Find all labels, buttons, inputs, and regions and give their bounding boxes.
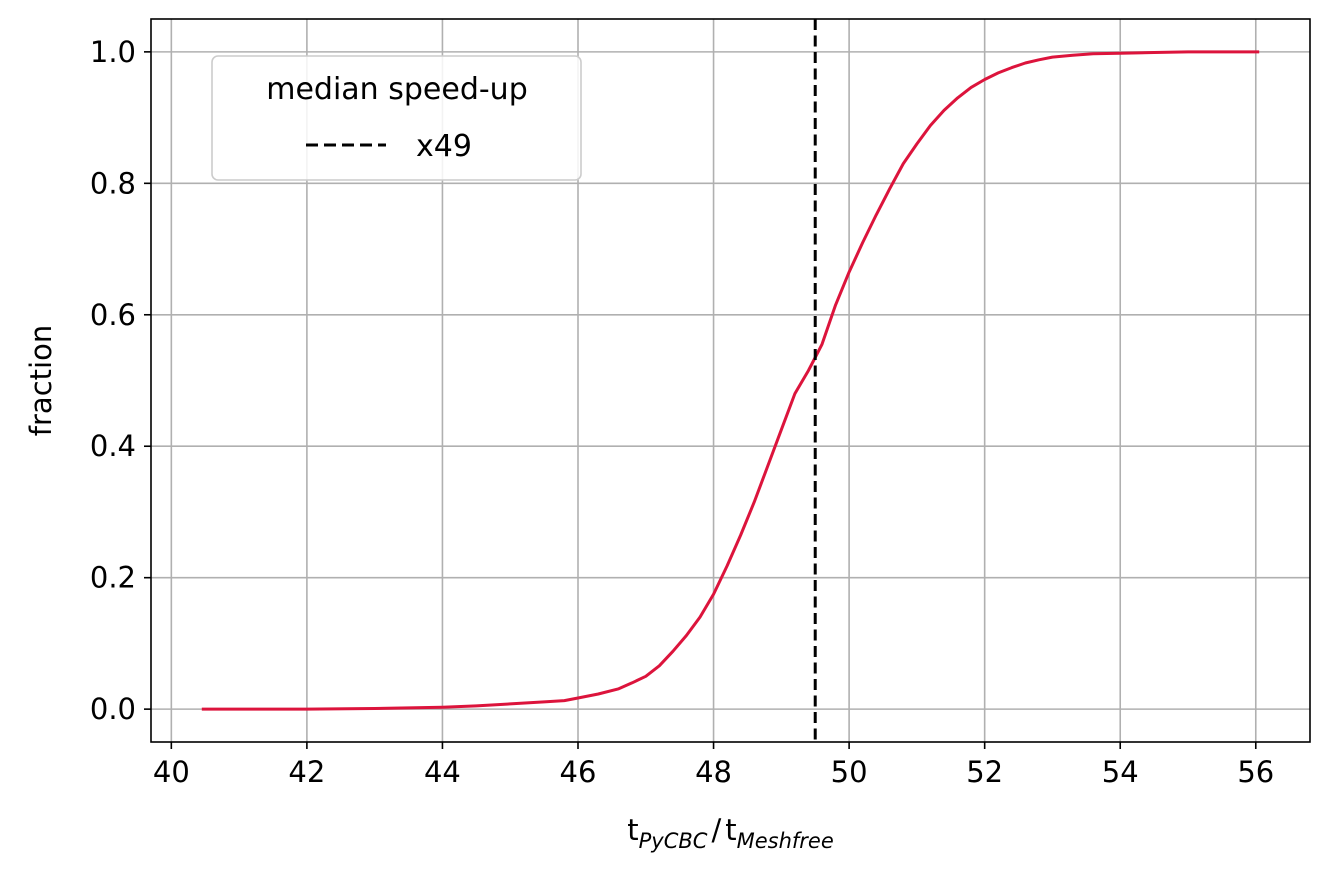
y-tick-label: 1.0 — [90, 35, 136, 69]
x-tick-label: 54 — [1102, 755, 1139, 789]
y-tick-label: 0.0 — [90, 692, 136, 726]
x-axis-label-separator: / — [711, 813, 721, 847]
x-axis-label-base-2: t — [725, 813, 736, 847]
legend: median speed-up x49 — [211, 55, 582, 181]
x-tick-label: 48 — [695, 755, 732, 789]
plot-data — [201, 19, 1260, 742]
y-axis-label: fraction — [24, 325, 58, 436]
y-tick-label: 0.8 — [90, 166, 136, 200]
x-tick-label: 40 — [153, 755, 190, 789]
plot-frame — [150, 18, 1311, 743]
series-line — [201, 50, 1260, 711]
x-tick-label: 44 — [424, 755, 461, 789]
x-tick-label: 46 — [560, 755, 597, 789]
y-tick-label: 0.6 — [90, 298, 136, 332]
x-axis-label-numerator: PyCBC — [639, 829, 708, 853]
x-axis-label-denominator: Meshfree — [737, 829, 834, 853]
legend-title: median speed-up — [266, 72, 528, 107]
x-tick-label: 52 — [966, 755, 1003, 789]
x-tick-label: 56 — [1237, 755, 1274, 789]
x-tick-label: 50 — [831, 755, 868, 789]
grid-lines — [151, 19, 1310, 742]
x-axis-label-base: t — [627, 813, 638, 847]
x-axis-label: tPyCBC / tMeshfree — [627, 813, 834, 853]
legend-entry-label: x49 — [416, 129, 472, 164]
y-tick-label: 0.4 — [90, 429, 136, 463]
legend-box — [211, 55, 582, 181]
axis-ticks: 40 42 44 46 48 50 52 54 56 0.0 0.2 0.4 0.6 0.8 1.0 — [90, 35, 1274, 789]
y-tick-label: 0.2 — [90, 561, 136, 595]
x-tick-label: 42 — [288, 755, 325, 789]
